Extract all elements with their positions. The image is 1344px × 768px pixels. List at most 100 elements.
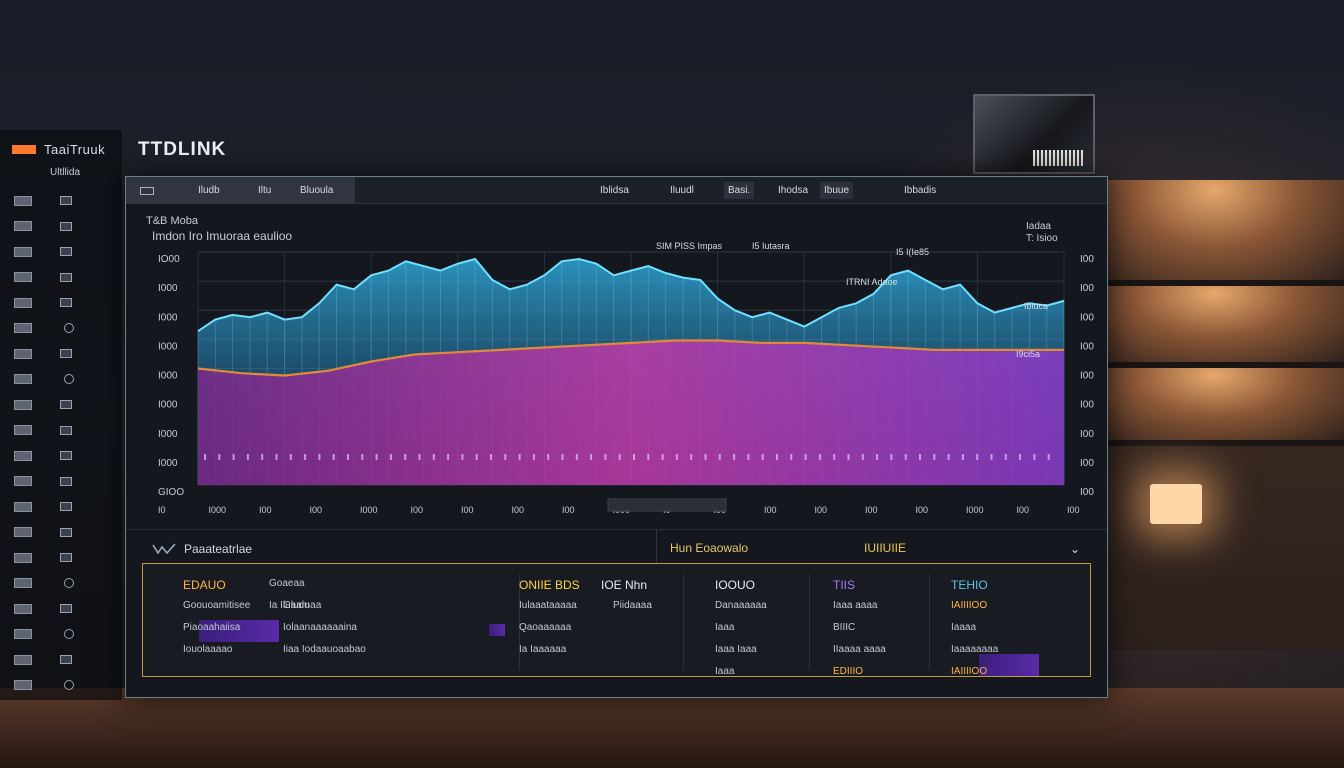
column-cell[interactable]: Iaaaaaaaa: [951, 644, 999, 655]
y-tick-right: I00: [1080, 487, 1094, 498]
sidebar-item[interactable]: [8, 341, 120, 367]
tab-1[interactable]: Iludb: [198, 185, 220, 196]
sidebar-item[interactable]: [8, 316, 120, 342]
column-cell[interactable]: Piidaaaa: [613, 600, 652, 611]
column-cell[interactable]: Gludu: [283, 600, 310, 611]
column-cell[interactable]: Piaoaahaiisa: [183, 622, 241, 633]
sidebar-subtitle: Ultllida: [50, 167, 81, 178]
marker-dot: [647, 454, 650, 460]
sidebar-item-icon: [14, 272, 32, 283]
sidebar-item-icon: [14, 527, 32, 538]
circle-icon: [64, 323, 74, 334]
column-header: ONIIE BDS: [519, 578, 580, 592]
column-cell[interactable]: Iaaa: [715, 666, 735, 677]
shelf-cell: [1108, 180, 1344, 280]
highlight-chip: [199, 620, 279, 642]
circle-icon: [64, 578, 74, 589]
chart-area: IO00 I000 I000 I000 I000 I000 I000 I000 GIOO I00 I…: [136, 207, 1101, 517]
details-right-title[interactable]: IUIIUIIE: [864, 541, 907, 555]
sidebar-item-icon: [14, 501, 32, 512]
square-icon: [60, 502, 72, 512]
marker-dot: [575, 454, 578, 460]
y-tick-left: I000: [158, 429, 178, 440]
sidebar-item[interactable]: [8, 673, 120, 699]
column-header: TIIS: [833, 578, 856, 592]
sidebar-item[interactable]: [8, 239, 120, 265]
x-tick: I00: [1067, 505, 1080, 515]
column-cell-extra: IOE Nhn: [601, 578, 648, 592]
y-tick-left: GIOO: [158, 487, 184, 498]
column-cell[interactable]: Iolaanaaaaaaina: [283, 622, 357, 633]
column-cell[interactable]: Goouoamitisee: [183, 600, 251, 611]
circle-icon: [64, 680, 74, 691]
tab-4[interactable]: Iblidsa: [600, 185, 629, 196]
sidebar-item[interactable]: [8, 596, 120, 622]
sidebar-item[interactable]: [8, 290, 120, 316]
sidebar-item[interactable]: [8, 622, 120, 648]
marker-dot: [847, 454, 850, 460]
y-tick-right: I00: [1080, 283, 1094, 294]
marker-dot: [776, 454, 778, 460]
sidebar-item[interactable]: [8, 214, 120, 240]
sidebar-item[interactable]: [8, 188, 120, 214]
sidebar-item[interactable]: [8, 469, 120, 495]
marker-dot: [890, 454, 893, 460]
sidebar-item[interactable]: [8, 520, 120, 546]
sidebar-item[interactable]: [8, 392, 120, 418]
sidebar-item[interactable]: [8, 571, 120, 597]
square-icon: [60, 400, 72, 410]
marker-dot: [304, 454, 307, 460]
tab-7[interactable]: Ihodsa: [778, 185, 809, 196]
sidebar-item-icon: [14, 629, 32, 640]
series-line-throughput: [197, 257, 1065, 333]
y-tick-left: IO00: [158, 254, 180, 265]
column-cell[interactable]: Iaaa aaaa: [833, 600, 878, 611]
column-cell[interactable]: Iaaaa: [951, 622, 977, 633]
column-cell[interactable]: IIaaaa aaaa: [833, 644, 886, 655]
marker-dot: [876, 454, 879, 460]
marker-dot: [318, 454, 321, 460]
sidebar-item[interactable]: [8, 367, 120, 393]
marker-dot: [375, 454, 378, 460]
marker-dot: [633, 454, 635, 460]
sidebar-item-icon: [14, 195, 32, 206]
column-cell[interactable]: Ia Iaaaaaa: [519, 644, 567, 655]
tab-9[interactable]: Ibbadis: [904, 185, 937, 196]
column-cell[interactable]: Iulaaataaaaa: [519, 600, 577, 611]
tab-6[interactable]: Basi.: [724, 182, 755, 199]
sidebar-item[interactable]: [8, 265, 120, 291]
column-cell[interactable]: EDIIIO: [833, 666, 864, 677]
column-cell[interactable]: Danaaaaaa: [715, 600, 767, 611]
details-column: ONIIE BDS Iulaaataaaaa Qaoaaaaaa Ia Iaaaaaa…: [519, 564, 647, 676]
column-cell[interactable]: Qaoaaaaaa: [519, 622, 572, 633]
column-cell[interactable]: BIIIC: [833, 622, 856, 633]
top-toolbar: Iludb Iltu Bluoula Iblidsa Iluudl Basi. …: [126, 177, 1107, 204]
square-icon: [60, 349, 72, 359]
sidebar-item[interactable]: [8, 647, 120, 673]
marker-dot: [204, 454, 206, 460]
x-tick: I000: [966, 505, 984, 515]
sidebar-item-icon: [14, 578, 32, 589]
column-cell[interactable]: Iaaa: [715, 622, 735, 633]
x-tick: I00: [259, 505, 272, 515]
tab-8[interactable]: Ibuue: [820, 182, 854, 199]
sidebar-item[interactable]: [8, 418, 120, 444]
details-mid-title[interactable]: Hun Eoaowalo: [670, 541, 749, 555]
tab-3[interactable]: Bluoula: [300, 185, 334, 196]
menu-icon[interactable]: [140, 187, 154, 195]
sidebar-item[interactable]: [8, 545, 120, 571]
tab-2[interactable]: Iltu: [258, 185, 272, 196]
marker-dot: [246, 454, 249, 460]
chevron-down-icon[interactable]: ⌄: [1070, 542, 1081, 556]
column-cell[interactable]: IAIIIIOO: [951, 666, 988, 677]
tab-5[interactable]: Iluudl: [670, 185, 694, 196]
column-cell[interactable]: Iouolaaaao: [183, 644, 233, 655]
chart-title: T&B Moba: [146, 215, 198, 227]
legend-entry: T: Isioo: [1026, 233, 1058, 244]
sidebar-item[interactable]: [8, 443, 120, 469]
marker-dot: [976, 454, 979, 460]
column-cell[interactable]: Iaaa Iaaa: [715, 644, 757, 655]
sidebar-item[interactable]: [8, 494, 120, 520]
column-cell[interactable]: Iiaa Iodaauoaabao: [283, 644, 366, 655]
column-cell[interactable]: IAIIIIOO: [951, 600, 988, 611]
